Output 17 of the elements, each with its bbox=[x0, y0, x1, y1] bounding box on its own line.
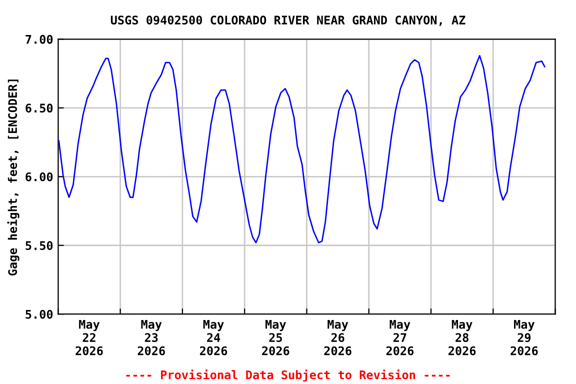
text: ---- Provisional Data Subject to Revision ---- bbox=[126, 370, 450, 382]
x-tick-label: May 25 2026 bbox=[262, 320, 290, 356]
y-tick-label: 5.50 bbox=[26, 241, 53, 250]
chart-title: USGS 09402500 COLORADO RIVER NEAR GRAND CANYON, AZ bbox=[110, 16, 466, 26]
x-tick-label: May 29 2026 bbox=[510, 320, 538, 356]
line-series bbox=[58, 54, 546, 244]
y-tick-label: 7.00 bbox=[26, 34, 53, 44]
x-tick-label: May 24 2026 bbox=[200, 320, 228, 356]
y-tick-label: 5.00 bbox=[26, 310, 53, 319]
x-tick-label: May 28 2026 bbox=[448, 320, 476, 356]
y-tick-label: 6.50 bbox=[26, 104, 53, 113]
y-tick-label: 6.00 bbox=[26, 172, 53, 182]
x-tick-label: May 23 2026 bbox=[138, 320, 165, 356]
x-tick-label: May 27 2026 bbox=[386, 320, 414, 356]
x-tick-label: May 22 2026 bbox=[76, 320, 103, 356]
y-axis-title: Gage height, feet, [ENCODER] bbox=[7, 80, 20, 276]
x-tick-label: May 26 2026 bbox=[324, 320, 352, 356]
